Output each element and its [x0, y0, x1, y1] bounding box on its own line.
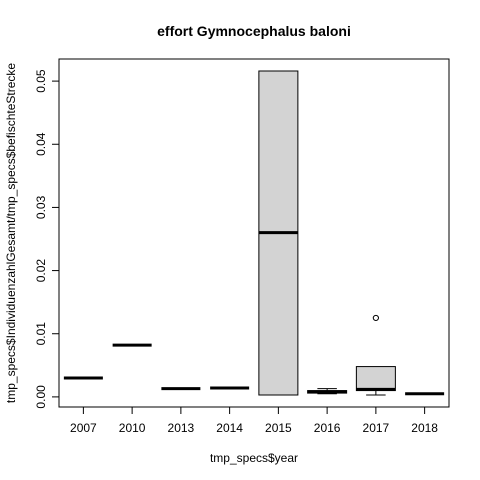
x-tick-label: 2017	[363, 421, 390, 435]
y-axis-label: tmp_specs$IndividuenzahlGesamt/tmp_specs…	[4, 63, 18, 404]
y-axis: 0.00 0.01 0.02 0.03 0.04 0.05	[34, 69, 60, 409]
x-tick-label: 2014	[216, 421, 243, 435]
y-tick-label: 0.03	[34, 195, 48, 219]
plot-frame	[58, 58, 450, 408]
x-tick-label: 2013	[168, 421, 195, 435]
x-tick-label: 2018	[411, 421, 438, 435]
y-tick-label: 0.04	[34, 132, 48, 156]
x-axis-label: tmp_specs$year	[210, 451, 298, 465]
y-tick-label: 0.02	[34, 259, 48, 283]
y-tick-label: 0.00	[34, 385, 48, 409]
x-tick-label: 2015	[265, 421, 292, 435]
box-2016	[307, 388, 348, 395]
x-tick-label: 2007	[70, 421, 97, 435]
x-tick-label: 2010	[119, 421, 146, 435]
x-tick-label: 2016	[314, 421, 341, 435]
outlier-point	[372, 314, 379, 322]
chart-title: effort Gymnocephalus baloni	[157, 23, 351, 39]
boxes-group	[63, 70, 445, 396]
box-2017	[355, 314, 396, 396]
box-body	[355, 366, 396, 392]
box-2015	[258, 70, 299, 396]
y-tick-label: 0.05	[34, 69, 48, 93]
y-tick-label: 0.01	[34, 322, 48, 346]
x-axis: 2007 2010 2013 2014 2015 2016 2017 2018	[70, 407, 438, 435]
